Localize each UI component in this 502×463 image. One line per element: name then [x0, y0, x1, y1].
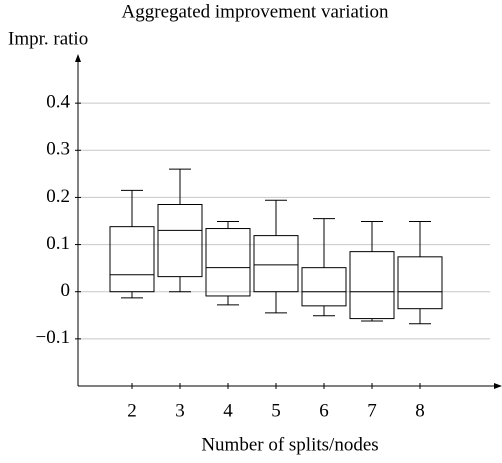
x-tick-label: 2	[127, 400, 137, 421]
y-tick-label: −0.1	[36, 327, 70, 348]
x-tick-label: 7	[367, 400, 377, 421]
x-tick-label: 3	[175, 400, 185, 421]
y-tick-label: 0.2	[46, 186, 70, 207]
x-axis-arrow	[494, 383, 502, 389]
y-axis-arrow	[75, 54, 81, 62]
x-tick-label: 8	[415, 400, 425, 421]
x-tick-label: 4	[223, 400, 233, 421]
y-axis-label: Impr. ratio	[8, 28, 88, 49]
x-axis-label: Number of splits/nodes	[201, 434, 378, 455]
x-tick-label: 5	[271, 400, 281, 421]
y-tick-label: 0.3	[46, 139, 70, 160]
box	[109, 226, 155, 293]
y-tick-label: 0.4	[46, 92, 70, 113]
box	[253, 235, 299, 293]
y-tick-label: 0.1	[46, 233, 70, 254]
y-tick-label: 0	[61, 280, 71, 301]
box	[205, 228, 251, 297]
box	[301, 267, 347, 307]
box	[157, 204, 203, 278]
chart-title: Aggregated improvement variation	[122, 1, 389, 22]
box	[349, 251, 395, 320]
box	[397, 256, 443, 310]
x-tick-label: 6	[319, 400, 329, 421]
